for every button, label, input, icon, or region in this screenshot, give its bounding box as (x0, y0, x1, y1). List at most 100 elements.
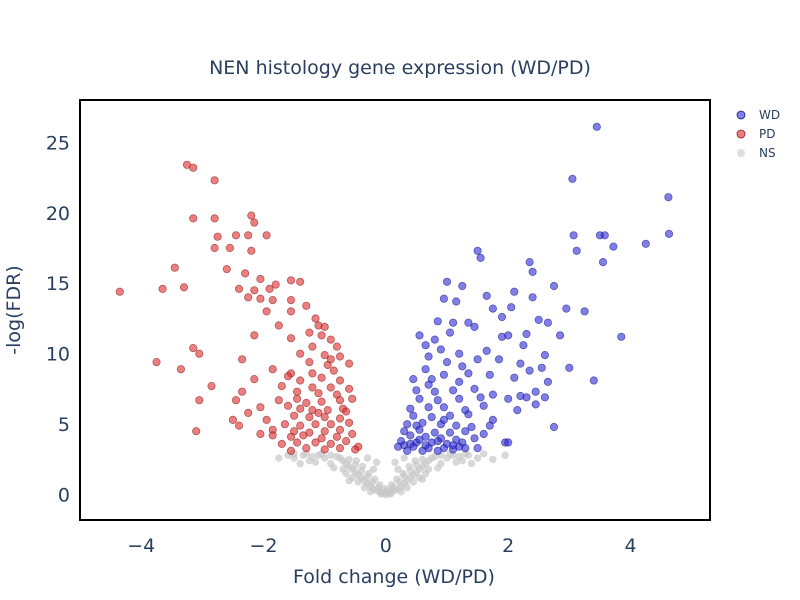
point-wd (525, 366, 534, 375)
point-pd (195, 396, 204, 405)
point-pd (262, 231, 271, 240)
x-axis-ticks: −4 −2 0 2 4 (127, 535, 636, 557)
point-wd (433, 396, 442, 405)
point-wd (531, 400, 540, 409)
point-ns (489, 455, 497, 464)
point-wd (549, 422, 559, 432)
point-wd (406, 404, 415, 413)
y-axis-label: -log(FDR) (3, 265, 25, 354)
point-wd (412, 386, 421, 395)
point-wd (452, 297, 461, 306)
point-pd (231, 396, 241, 405)
point-ns (452, 458, 460, 466)
point-ns (403, 483, 411, 492)
point-pd (335, 425, 345, 434)
point-pd (283, 372, 293, 381)
point-pd (207, 381, 216, 391)
point-wd (473, 246, 482, 255)
point-wd (510, 287, 519, 296)
point-wd (455, 394, 464, 403)
point-pd (341, 436, 351, 446)
point-pd (286, 334, 296, 343)
point-pd (302, 301, 311, 310)
point-pd (210, 214, 219, 223)
point-ns (380, 485, 388, 493)
point-ns (366, 488, 375, 496)
legend-label: WD (759, 108, 780, 122)
point-pd (311, 438, 320, 447)
point-wd (442, 277, 452, 286)
point-wd (400, 427, 409, 436)
point-pd (271, 280, 280, 289)
point-ns (467, 459, 476, 468)
point-pd (296, 421, 305, 430)
point-pd (176, 365, 185, 374)
point-wd (467, 422, 476, 432)
point-wd (555, 331, 565, 340)
point-pd (317, 434, 326, 443)
point-ns (365, 469, 373, 478)
point-ns (360, 483, 369, 492)
point-wd (448, 318, 458, 327)
point-wd (430, 335, 439, 344)
point-pd (320, 350, 329, 360)
point-ns (327, 451, 335, 459)
point-ns (399, 469, 407, 478)
point-wd (455, 349, 464, 358)
point-pd (250, 374, 259, 384)
point-pd (329, 366, 338, 375)
point-wd (497, 312, 507, 322)
point-wd (562, 304, 571, 313)
point-pd (210, 176, 219, 185)
point-ns (480, 450, 488, 458)
point-wd (448, 386, 458, 395)
point-wd (448, 441, 458, 450)
point-wd (442, 357, 452, 367)
point-wd (433, 436, 442, 446)
point-pd (326, 355, 335, 364)
point-ns (458, 457, 466, 465)
point-pd (286, 295, 296, 305)
point-pd (289, 411, 299, 420)
point-pd (305, 357, 314, 367)
point-wd (540, 393, 550, 402)
point-wd (424, 352, 433, 361)
point-pd (256, 274, 265, 284)
point-pd (256, 429, 265, 439)
legend-item-wd: WD (736, 108, 780, 122)
point-ns (358, 462, 367, 471)
point-pd (344, 418, 354, 427)
point-pd (305, 412, 314, 422)
point-wd (600, 231, 609, 240)
point-pd (192, 427, 201, 436)
y-tick-label: 5 (58, 414, 70, 436)
point-wd (565, 363, 574, 372)
point-wd (540, 350, 550, 360)
legend-label: NS (759, 146, 776, 160)
point-wd (470, 384, 479, 393)
point-pd (348, 394, 357, 403)
plot-area (115, 122, 674, 499)
point-wd (504, 438, 513, 447)
point-pd (241, 269, 250, 278)
point-wd (409, 374, 418, 384)
point-pd (244, 231, 253, 240)
point-wd (430, 387, 439, 396)
point-ns (275, 454, 283, 462)
point-ns (330, 464, 338, 472)
point-wd (421, 341, 430, 350)
point-ns (391, 458, 399, 466)
series-ns (275, 450, 509, 499)
point-pd (189, 163, 198, 172)
point-wd (528, 267, 537, 276)
point-pd (179, 283, 189, 292)
point-pd (311, 314, 320, 323)
point-pd (292, 387, 302, 396)
point-pd (317, 373, 326, 382)
point-pd (308, 383, 317, 392)
point-wd (485, 421, 494, 430)
point-wd (507, 303, 516, 312)
point-wd (479, 401, 488, 410)
point-wd (537, 363, 546, 372)
point-ns (302, 450, 310, 458)
